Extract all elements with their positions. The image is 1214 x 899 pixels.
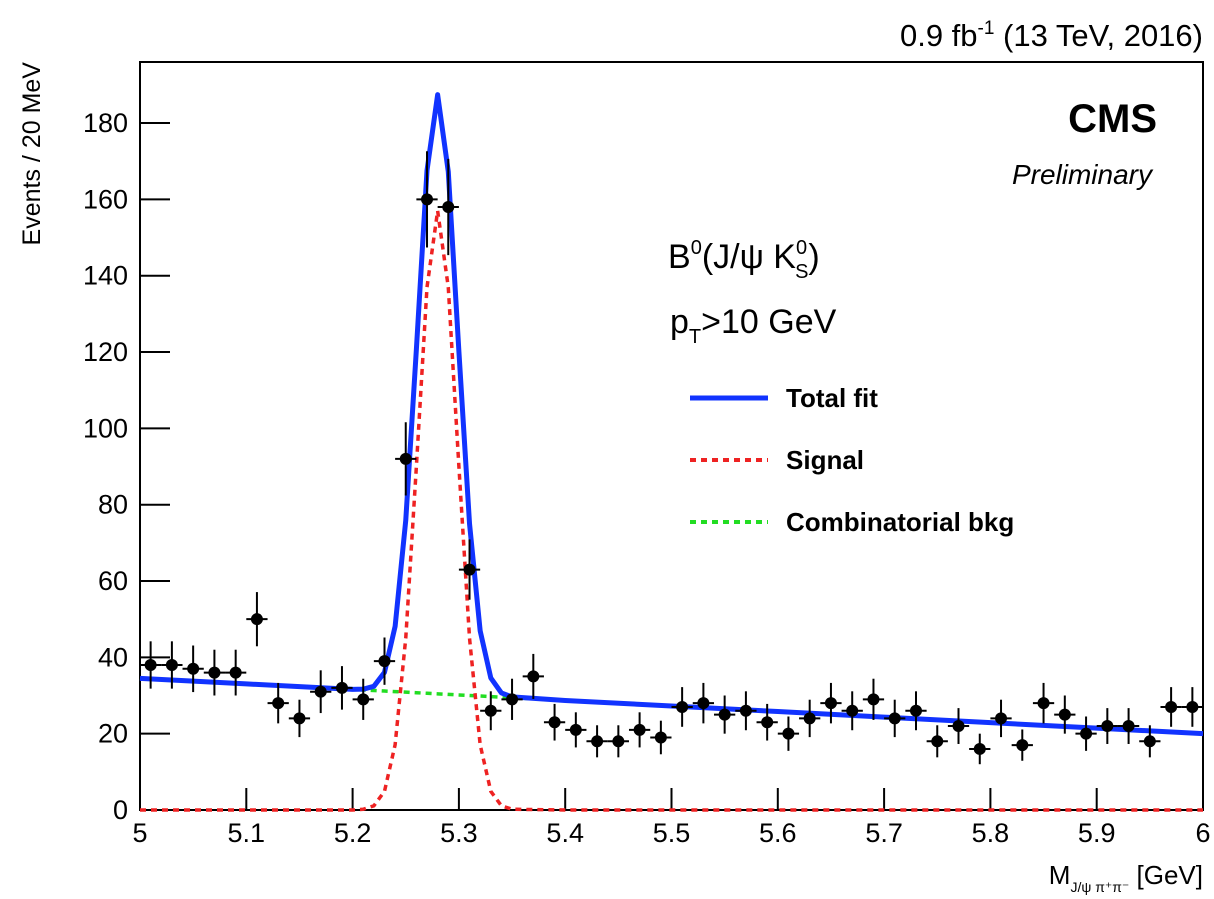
- x-tick-label: 5.5: [653, 818, 691, 848]
- data-point: [995, 712, 1008, 725]
- y-tick-label: 160: [83, 184, 128, 214]
- lumi-text: 0.9 fb: [900, 18, 978, 53]
- data-point: [739, 704, 752, 717]
- data-point: [952, 720, 965, 733]
- x-tick-label: 5.4: [546, 818, 584, 848]
- data-point: [591, 735, 604, 748]
- cut-sub: T: [689, 326, 701, 348]
- fit-curve: [139, 92, 1204, 737]
- data-point: [1101, 720, 1114, 733]
- data-point: [208, 666, 221, 679]
- y-axis-label: Events / 20 MeV: [18, 62, 46, 246]
- x-tick-label: 5.7: [865, 818, 903, 848]
- x-tick-label: 5: [132, 818, 147, 848]
- data-point: [973, 742, 986, 755]
- process-text: ): [808, 238, 819, 276]
- data-point: [272, 697, 285, 710]
- legend-label: Total fit: [786, 383, 878, 413]
- process-sup: 0: [691, 237, 702, 259]
- x-label-text: [GeV]: [1129, 860, 1203, 890]
- data-point: [335, 681, 348, 694]
- cut-text: >10 GeV: [701, 303, 836, 341]
- x-tick-label: 6: [1195, 818, 1210, 848]
- data-point: [250, 613, 263, 626]
- data-point: [1122, 720, 1135, 733]
- lumi-sup: -1: [978, 18, 995, 39]
- y-tick-label: 60: [98, 566, 128, 596]
- data-point: [612, 735, 625, 748]
- data-point: [548, 716, 561, 729]
- data-point: [803, 712, 816, 725]
- data-point: [463, 563, 476, 576]
- data-point: [697, 697, 710, 710]
- data-point: [1016, 739, 1029, 752]
- data-point: [293, 712, 306, 725]
- data-point: [1080, 727, 1093, 740]
- process-text: (J/ψ K: [702, 238, 796, 276]
- data-point: [888, 712, 901, 725]
- x-tick-label: 5.3: [440, 818, 478, 848]
- data-point: [357, 693, 370, 706]
- data-point: [421, 193, 434, 206]
- process-sup: 0: [796, 237, 807, 259]
- data-point: [846, 704, 859, 717]
- experiment-label: CMS: [1068, 97, 1157, 141]
- data-point: [782, 727, 795, 740]
- process-label: B0(J/ψ K0 S): [668, 237, 820, 283]
- status-label: Preliminary: [1012, 159, 1154, 190]
- data-point: [654, 731, 667, 744]
- data-point: [909, 704, 922, 717]
- data-point: [484, 704, 497, 717]
- data-point: [1058, 708, 1071, 721]
- x-tick-label: 5.8: [972, 818, 1010, 848]
- data-point: [931, 735, 944, 748]
- y-tick-label: 140: [83, 261, 128, 291]
- data-point: [1186, 700, 1199, 713]
- data-point: [1037, 697, 1050, 710]
- x-tick-label: 5.1: [228, 818, 266, 848]
- process-text: B: [668, 238, 691, 276]
- x-tick-label: 5.9: [1078, 818, 1116, 848]
- cut-label: pT>10 GeV: [670, 303, 837, 348]
- legend-label: Signal: [786, 445, 864, 475]
- data-point: [718, 708, 731, 721]
- y-tick-label: 40: [98, 642, 128, 672]
- x-tick-label: 5.6: [759, 818, 797, 848]
- data-point: [506, 693, 519, 706]
- data-point: [314, 685, 327, 698]
- data-point: [676, 700, 689, 713]
- x-label-sub: J/ψ π⁺π⁻: [1070, 879, 1129, 895]
- data-point: [399, 452, 412, 465]
- data-point: [144, 658, 157, 671]
- data-point: [442, 201, 455, 214]
- data-point: [165, 658, 178, 671]
- x-axis-label: MJ/ψ π⁺π⁻ [GeV]: [1049, 860, 1203, 895]
- data-point: [1143, 735, 1156, 748]
- process-sub: S: [795, 261, 808, 283]
- x-label-text: M: [1049, 860, 1071, 890]
- y-tick-label: 120: [83, 337, 128, 367]
- lumi-label: 0.9 fb-1 (13 TeV, 2016): [900, 18, 1203, 53]
- y-tick-label: 100: [83, 413, 128, 443]
- data-point: [867, 693, 880, 706]
- data-point: [527, 670, 540, 683]
- y-tick-label: 0: [113, 795, 128, 825]
- cut-text: p: [670, 303, 689, 341]
- data-point: [378, 655, 391, 668]
- data-point: [569, 723, 582, 736]
- x-tick-label: 5.2: [334, 818, 372, 848]
- y-tick-label: 180: [83, 108, 128, 138]
- data-point: [824, 697, 837, 710]
- data-point: [229, 666, 242, 679]
- data-point: [187, 662, 200, 675]
- data-point: [633, 723, 646, 736]
- data-point: [761, 716, 774, 729]
- y-tick-label: 20: [98, 719, 128, 749]
- legend-label: Combinatorial bkg: [786, 507, 1014, 537]
- lumi-text: (13 TeV, 2016): [994, 18, 1203, 53]
- y-tick-label: 80: [98, 490, 128, 520]
- fit-curve: [140, 209, 1203, 812]
- data-point: [1165, 700, 1178, 713]
